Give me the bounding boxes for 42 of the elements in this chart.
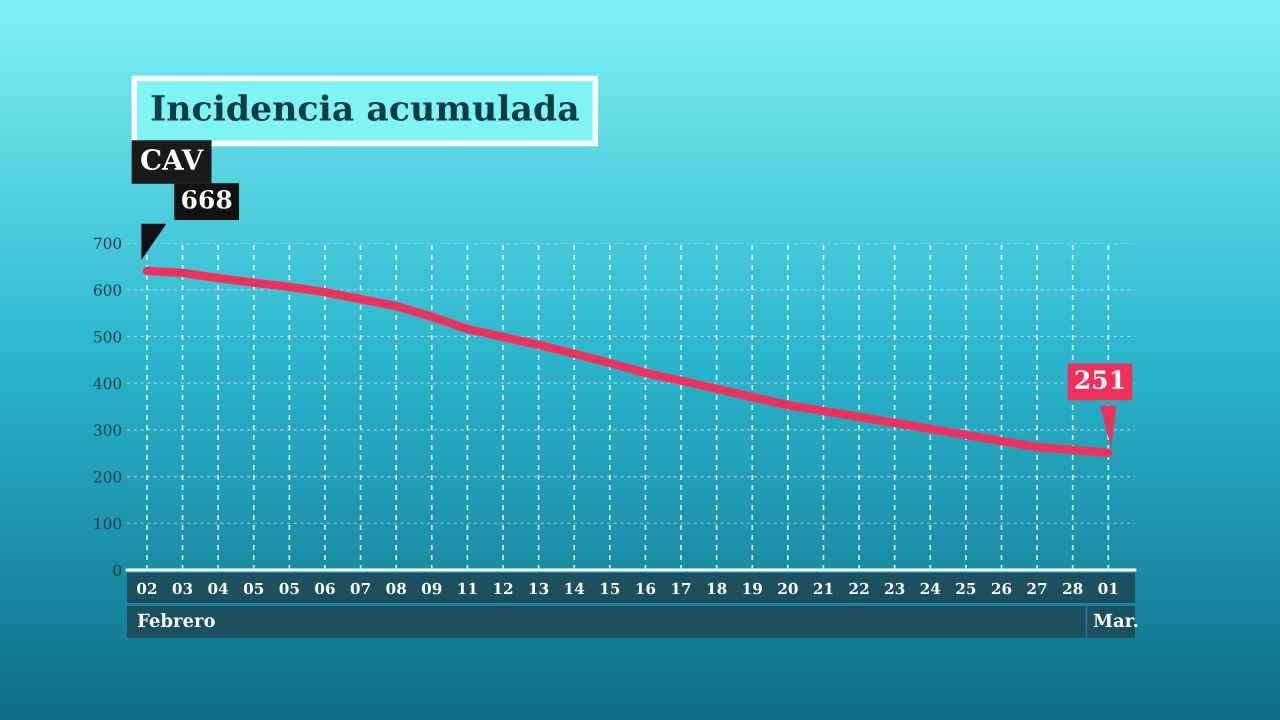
x-tick-label: 01	[1098, 582, 1118, 595]
x-tick-label: 23	[885, 582, 905, 595]
x-tick-label: 16	[636, 582, 656, 595]
chart-subtitle: CAV	[141, 149, 204, 171]
annotation: 251	[1075, 370, 1124, 390]
x-tick-label: 18	[707, 582, 727, 595]
x-tick-label: 05	[243, 582, 264, 595]
x-tick-label: 05	[279, 582, 299, 595]
x-tick-label: 28	[1063, 582, 1083, 595]
x-tick-label: 27	[1027, 582, 1047, 595]
text: Mar.	[1093, 613, 1138, 628]
x-tick-label: 11	[458, 582, 477, 595]
y-tick-label: 500	[94, 330, 122, 343]
y-tick-label: 0	[113, 564, 122, 577]
x-tick-label: 20	[778, 582, 798, 595]
y-tick-label: 200	[94, 471, 122, 483]
x-tick-label: 12	[494, 582, 513, 595]
chart-title: Incidencia acumulada	[151, 94, 579, 122]
x-tick-label: 03	[172, 582, 193, 595]
x-tick-label: 08	[386, 582, 406, 595]
x-tick-label: 25	[956, 582, 976, 595]
y-tick-label: 600	[94, 284, 122, 296]
x-tick-label: 09	[421, 582, 442, 595]
annotation: 668	[182, 189, 232, 209]
x-tick-label: 02	[137, 582, 157, 595]
x-tick-label: 06	[315, 582, 335, 595]
text: Febrero	[137, 613, 215, 628]
x-tick-label: 21	[813, 582, 833, 595]
x-tick-label: 15	[601, 582, 620, 595]
x-tick-label: 17	[672, 582, 691, 595]
x-tick-label: 04	[208, 582, 229, 595]
x-tick-label: 24	[920, 582, 941, 595]
x-tick-label: 22	[849, 582, 869, 595]
x-tick-label: 07	[350, 582, 370, 595]
y-tick-label: 300	[94, 424, 122, 436]
y-tick-label: 700	[94, 237, 122, 250]
x-tick-label: 19	[743, 582, 762, 595]
x-tick-label: 14	[565, 582, 585, 595]
x-tick-label: 26	[991, 582, 1012, 595]
y-tick-label: 100	[94, 517, 122, 530]
x-tick-label: 13	[529, 582, 549, 595]
y-tick-label: 400	[93, 377, 122, 390]
